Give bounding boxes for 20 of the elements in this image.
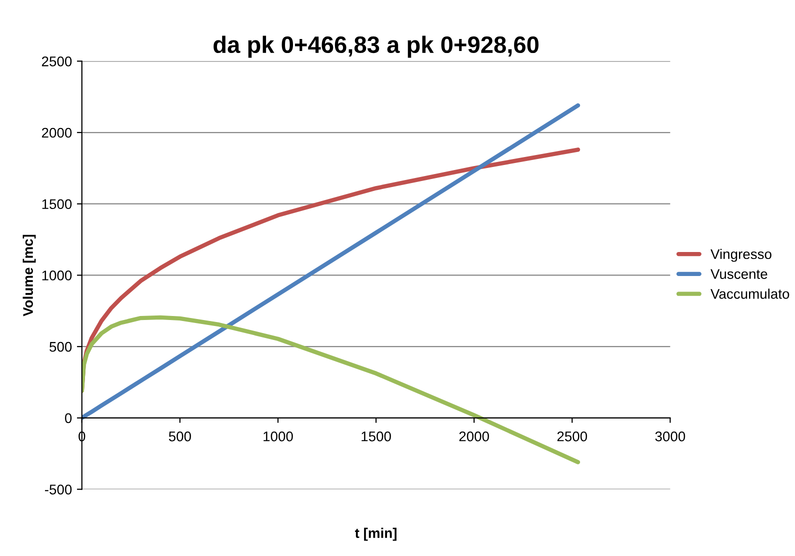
y-tick-label: 2000 [42, 128, 72, 138]
y-axis-title: Volume [mc] [22, 234, 36, 316]
x-tick-label: 2500 [557, 431, 588, 442]
legend-label: Vingresso [710, 248, 772, 262]
legend-label: Vuscente [710, 269, 768, 279]
x-tick-label: 500 [168, 431, 191, 442]
y-tick-label: 1000 [42, 270, 72, 280]
x-tick-label: 1500 [362, 431, 391, 442]
y-tick-label: 0 [64, 413, 72, 424]
x-tick-label: 2000 [459, 431, 489, 442]
x-tick-label: 3000 [655, 431, 686, 442]
line-series [82, 103, 580, 420]
x-axis-title: t [min] [354, 528, 396, 541]
legend-label: Vaccumulato [710, 288, 790, 299]
y-tick-label: -500 [44, 484, 72, 494]
chart-title: da pk 0+466,83 a pk 0+928,60 [214, 36, 539, 58]
y-tick-label: 500 [50, 342, 72, 352]
x-tick-label: 1000 [264, 431, 293, 442]
y-tick-label: 1500 [42, 199, 72, 210]
y-tick-label: 2500 [42, 56, 72, 66]
